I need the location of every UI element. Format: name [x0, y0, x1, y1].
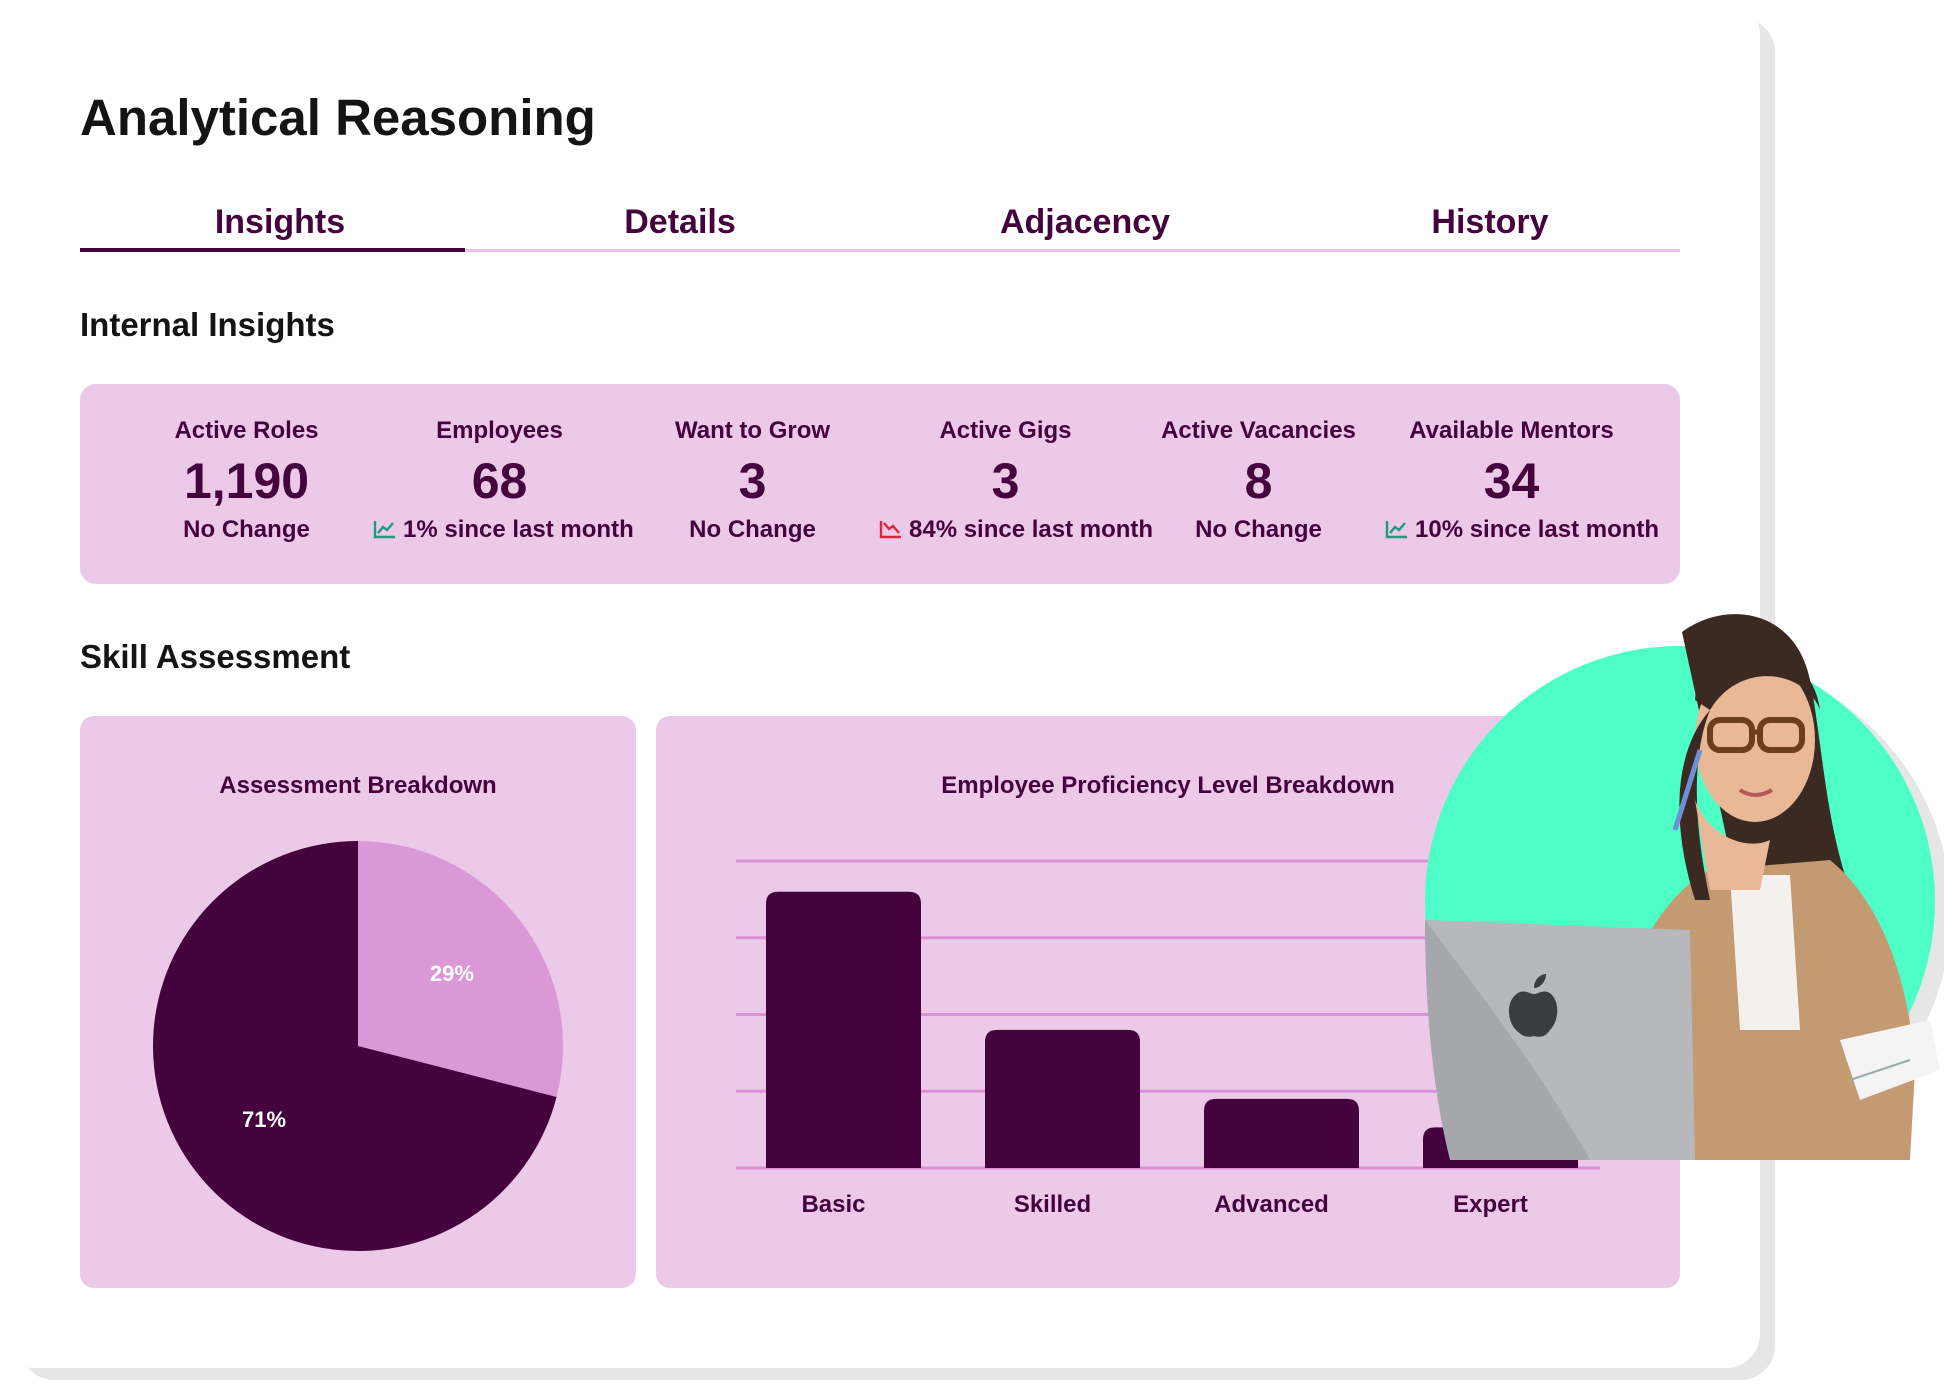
assessment-breakdown-panel: Assessment Breakdown 29% 71%: [80, 716, 636, 1288]
bar-chart-title: Employee Proficiency Level Breakdown: [941, 772, 1395, 799]
tab-details[interactable]: Details: [624, 203, 736, 241]
kpi-active-gigs: Active Gigs 3 84% since last month: [879, 414, 1153, 546]
kpi-value: 68: [471, 453, 528, 509]
tab-insights[interactable]: Insights: [80, 196, 480, 252]
pie-chart-title: Assessment Breakdown: [219, 772, 497, 799]
kpi-available-mentors: Available Mentors 34 10% since last mont…: [1385, 414, 1659, 546]
kpi-label: Active Roles: [174, 417, 319, 444]
kpi-label: Active Gigs: [939, 417, 1072, 444]
kpi-value: 3: [991, 453, 1020, 509]
kpi-change: 84% since last month: [879, 514, 1153, 546]
x-tick-label: Expert: [1453, 1191, 1528, 1218]
trend-down-icon: [879, 521, 901, 539]
kpi-change: No Change: [183, 516, 310, 543]
tab-adjacency[interactable]: Adjacency: [999, 203, 1171, 241]
bar-skilled[interactable]: [985, 1029, 1140, 1168]
kpi-change: No Change: [1195, 516, 1322, 543]
apple-logo-icon: [1508, 974, 1558, 1037]
kpi-change-text: 10% since last month: [1415, 516, 1660, 543]
x-tick-label: Advanced: [1214, 1191, 1329, 1218]
kpi-label: Active Vacancies: [1161, 417, 1356, 444]
pie-slice-label: 29%: [430, 961, 474, 986]
kpi-value: 3: [738, 453, 767, 509]
trend-up-icon: [1385, 521, 1407, 539]
tab-bar: Insights Details Adjacency History: [80, 196, 1680, 252]
kpi-change-text: 1% since last month: [403, 516, 634, 543]
kpi-value: 8: [1244, 453, 1273, 509]
kpi-active-vacancies: Active Vacancies 8 No Change: [1132, 414, 1385, 546]
tab-history[interactable]: History: [1431, 203, 1549, 241]
pie-slice[interactable]: [152, 841, 557, 1251]
kpi-label: Employees: [436, 417, 563, 444]
pie-slice-label: 71%: [242, 1107, 286, 1132]
pie-slice[interactable]: [358, 841, 563, 1097]
skill-card: Analytical Reasoning Insights Details Ad…: [80, 89, 1680, 1288]
bar-advanced[interactable]: [1204, 1098, 1359, 1168]
internal-insights-heading: Internal Insights: [80, 306, 335, 343]
skill-assessment-heading: Skill Assessment: [80, 638, 351, 675]
kpi-change: 1% since last month: [373, 514, 634, 546]
kpi-change: No Change: [689, 516, 816, 543]
kpi-label: Want to Grow: [674, 417, 831, 444]
kpi-employees: Employees 68 1% since last month: [373, 414, 634, 546]
pie-chart: 29% 71%: [152, 841, 563, 1251]
tab-track: [80, 249, 1680, 252]
page-title: Analytical Reasoning: [80, 89, 596, 146]
trend-up-icon: [373, 521, 395, 539]
kpi-value: 1,190: [183, 453, 310, 509]
kpi-value: 34: [1483, 453, 1540, 509]
laptop-shade: [1425, 920, 1695, 1160]
kpi-want-to-grow: Want to Grow 3 No Change: [626, 414, 879, 546]
person-photo: [1410, 600, 1944, 1166]
kpi-active-roles: Active Roles 1,190 No Change: [120, 414, 373, 546]
kpi-label: Available Mentors: [1409, 417, 1614, 444]
kpi-change: 10% since last month: [1385, 514, 1659, 546]
x-tick-label: Basic: [801, 1191, 865, 1218]
kpi-change-text: 84% since last month: [909, 516, 1154, 543]
bar-basic[interactable]: [766, 891, 921, 1168]
x-tick-label: Skilled: [1014, 1191, 1091, 1218]
kpi-panel: Active Roles 1,190 No Change Employees 6…: [80, 384, 1680, 584]
